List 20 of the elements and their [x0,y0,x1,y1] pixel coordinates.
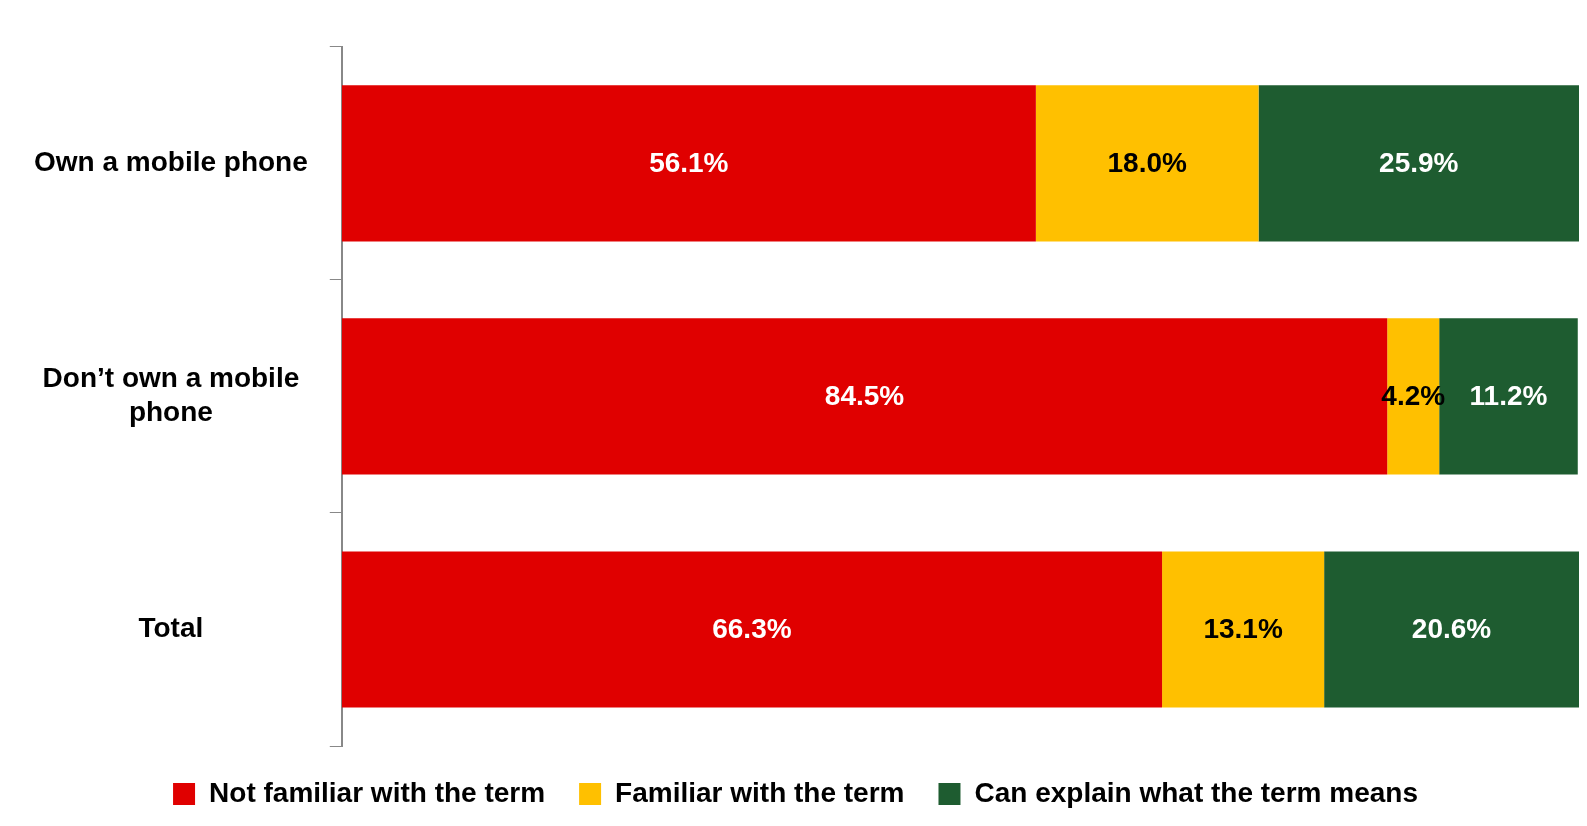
legend-label: Not familiar with the term [209,776,546,808]
data-label: 20.6% [1411,613,1492,645]
bar [341,551,1163,708]
bar [1035,85,1259,242]
y-tick-label: Total [138,612,204,644]
data-label: 13.1% [1203,613,1283,645]
bar [1258,85,1579,242]
bar [341,85,1036,242]
data-label: 56.1% [649,147,729,179]
data-label: 66.3% [712,613,792,645]
y-tick-label: Own a mobile phone [34,146,308,178]
legend-label: Familiar with the term [615,776,905,808]
bar [1324,551,1579,708]
legend-label: Can explain what the term means [974,776,1418,808]
bar [1162,551,1325,708]
data-label: 84.5% [824,380,905,412]
data-label: 11.2% [1469,380,1548,412]
data-label: 25.9% [1379,147,1459,179]
data-label: 18.0% [1107,147,1188,179]
y-tick-label: Don’t own a mobile phone [42,362,300,427]
